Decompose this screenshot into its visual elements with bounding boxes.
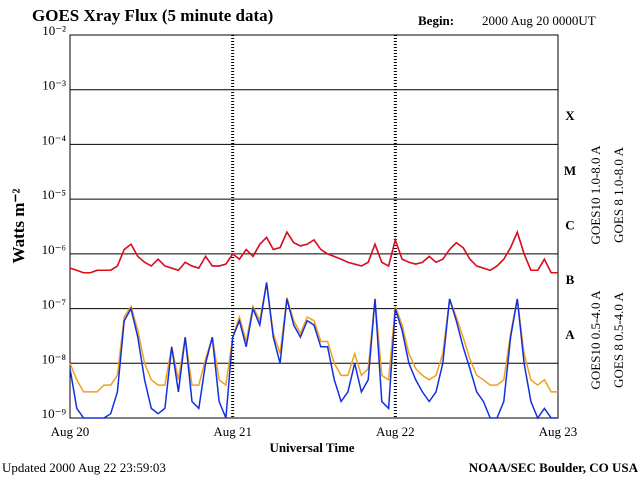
y-tick-label: 10⁻⁶ xyxy=(42,242,66,257)
y-tick-label: 10⁻³ xyxy=(42,78,66,93)
x-tick-label: Aug 21 xyxy=(213,424,252,439)
series-line xyxy=(69,229,558,274)
y-tick-label: 10⁻⁸ xyxy=(42,351,67,366)
series-line xyxy=(69,282,558,420)
flare-class-label: B xyxy=(566,272,575,287)
y-tick-label: 10⁻⁷ xyxy=(42,297,66,312)
flare-class-label: M xyxy=(564,163,576,178)
y-tick-label: 10⁻⁹ xyxy=(42,406,67,421)
y-tick-label: 10⁻⁴ xyxy=(42,132,67,147)
legend-entry: GOES10 0.5-4.0 A xyxy=(588,290,603,390)
begin-date: 2000 Aug 20 0000UT xyxy=(482,13,596,28)
legend-entry: GOES 8 0.5-4.0 A xyxy=(611,292,626,388)
x-tick-label: Aug 23 xyxy=(539,424,578,439)
x-axis-label: Universal Time xyxy=(269,440,354,455)
y-axis-label: Watts m⁻² xyxy=(9,189,28,264)
legend-entry: GOES10 1.0-8.0 A xyxy=(588,145,603,245)
x-tick-label: Aug 22 xyxy=(376,424,415,439)
flare-class-label: C xyxy=(565,217,574,232)
series-line xyxy=(69,282,558,393)
chart-title: GOES Xray Flux (5 minute data) xyxy=(32,6,273,25)
credit: NOAA/SEC Boulder, CO USA xyxy=(469,460,639,475)
flare-class-label: A xyxy=(565,327,575,342)
y-tick-label: 10⁻² xyxy=(42,23,66,38)
x-tick-label: Aug 20 xyxy=(51,424,90,439)
flare-class-label: X xyxy=(565,108,575,123)
begin-label: Begin: xyxy=(418,13,454,28)
series-line xyxy=(69,229,558,274)
updated: Updated 2000 Aug 22 23:59:03 xyxy=(2,460,166,475)
plot-frame xyxy=(69,34,559,419)
legend-entry: GOES 8 1.0-8.0 A xyxy=(611,147,626,243)
y-tick-label: 10⁻⁵ xyxy=(42,187,66,202)
